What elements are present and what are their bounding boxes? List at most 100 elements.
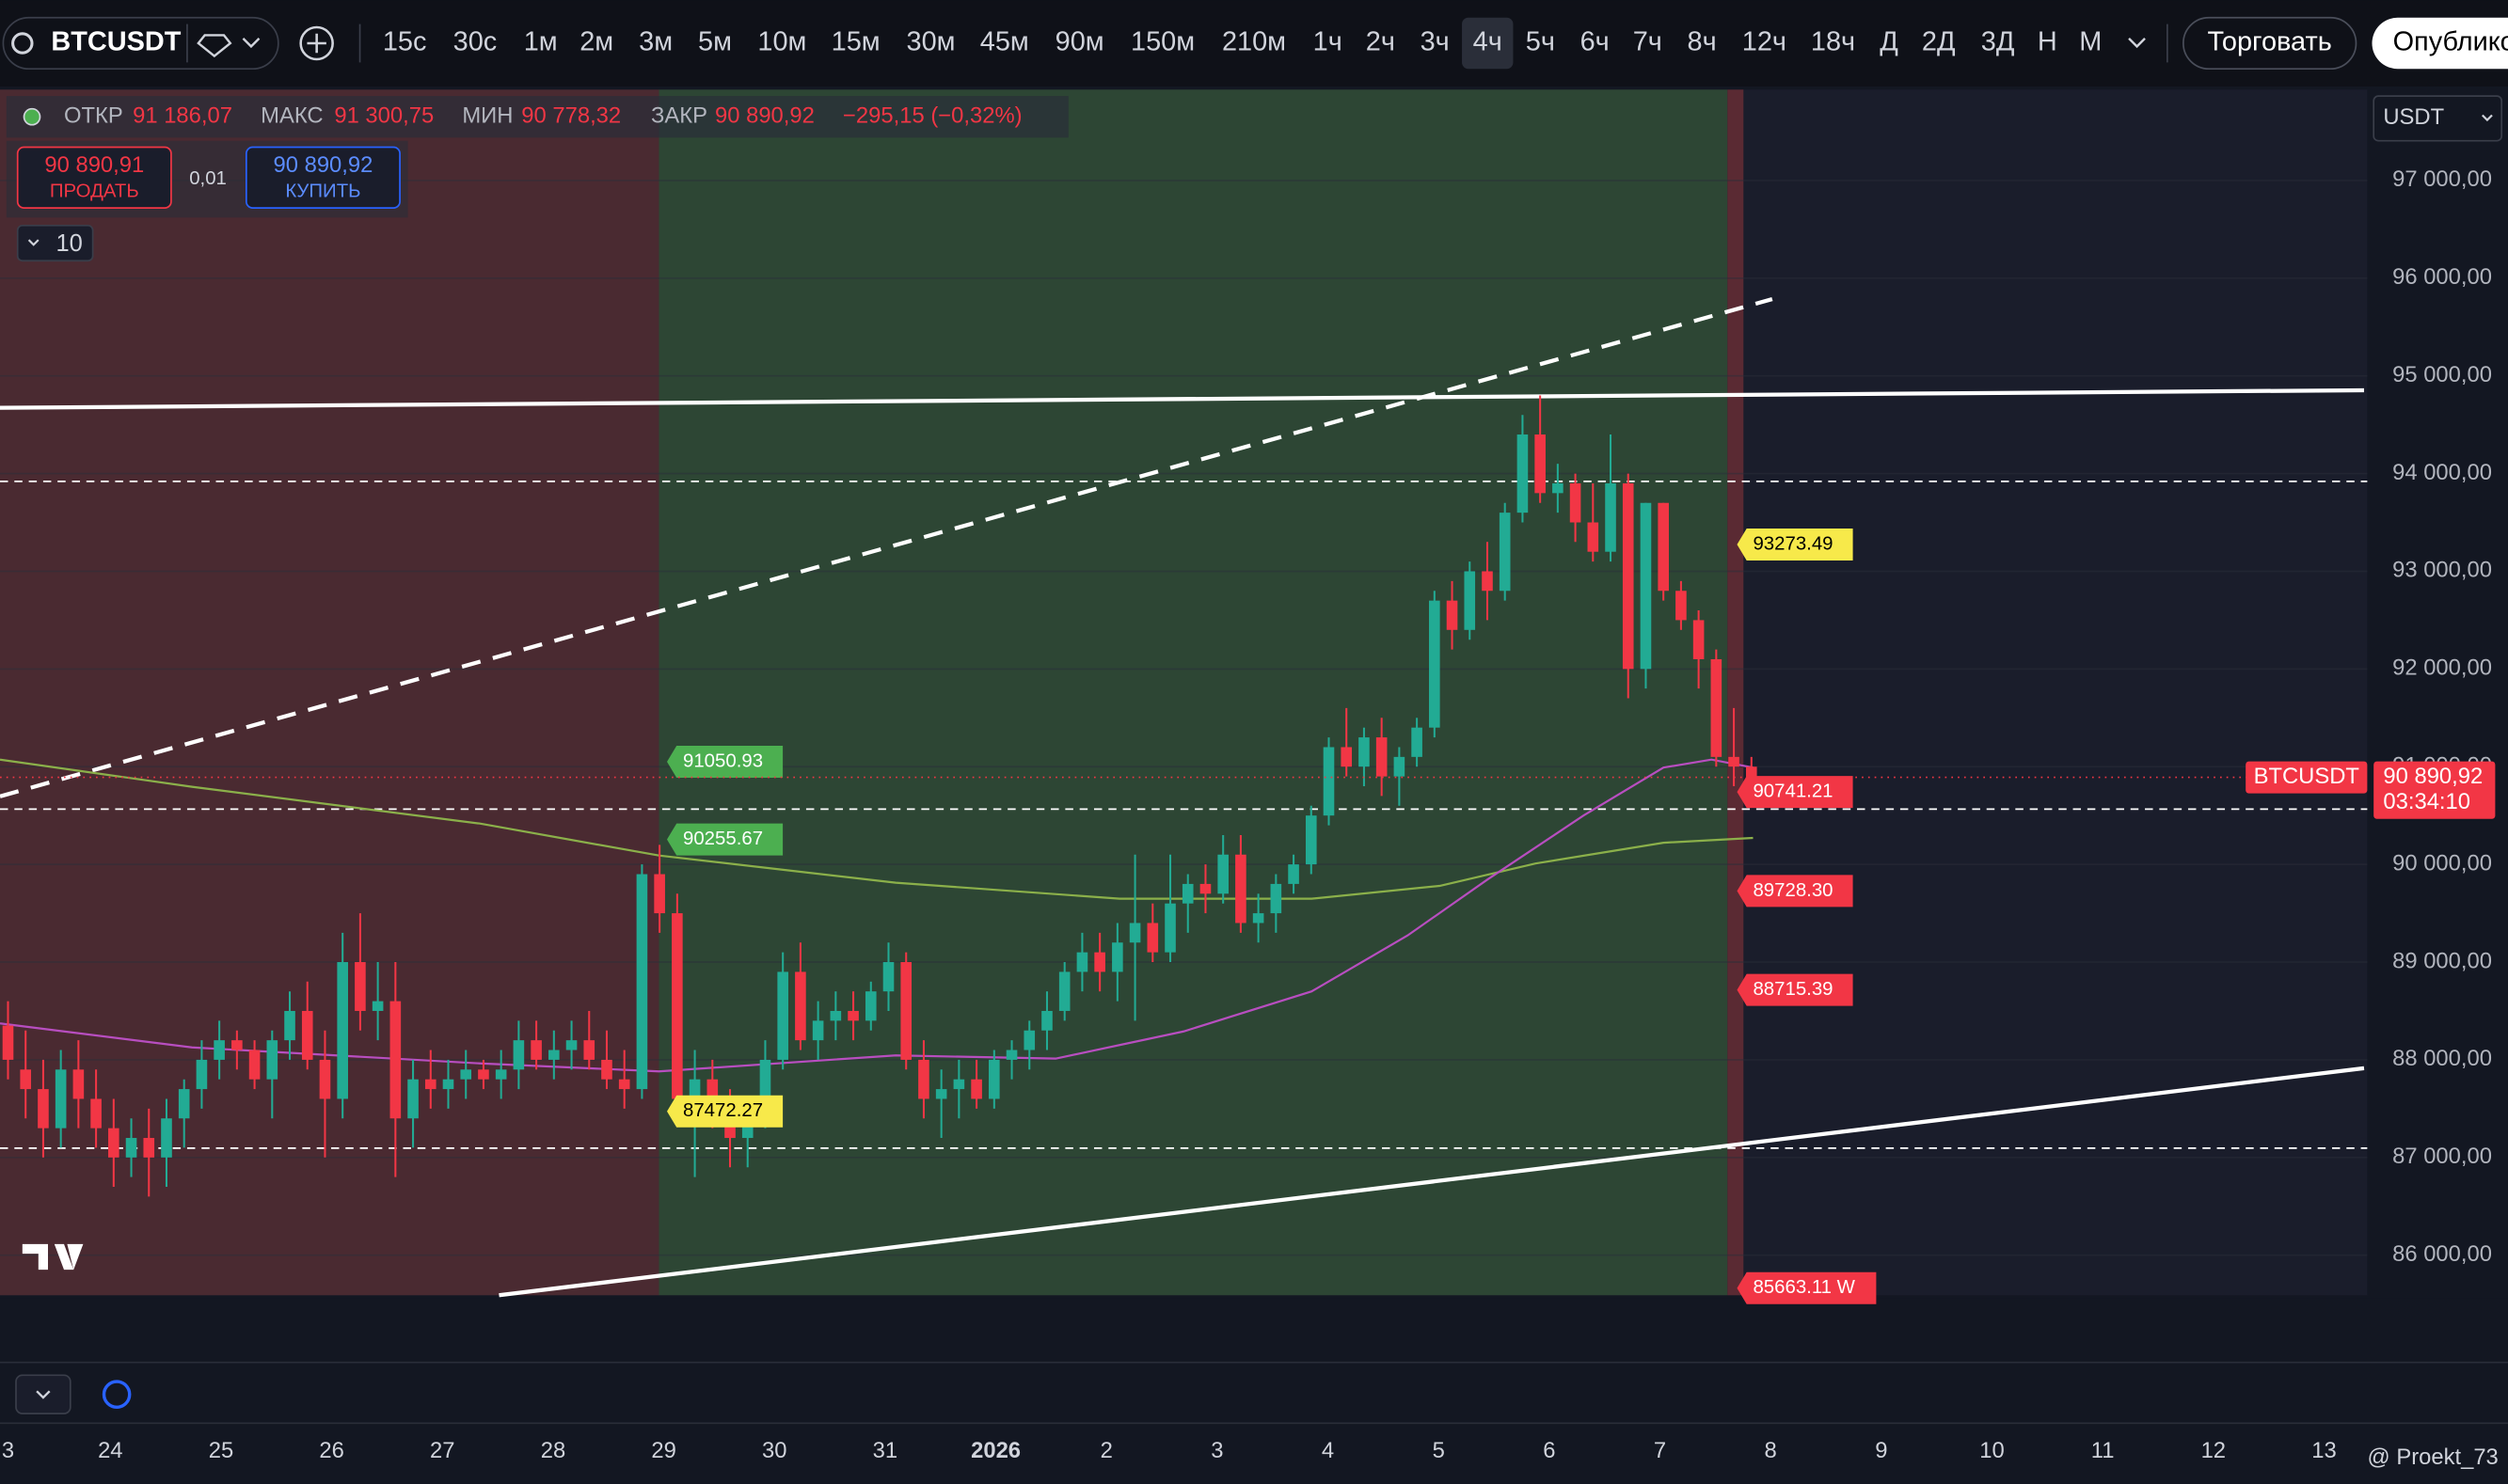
indicators-count[interactable]: 10 bbox=[56, 230, 83, 257]
candle-body bbox=[1288, 864, 1299, 884]
interval[interactable]: 210м bbox=[1222, 27, 1286, 57]
chevron bbox=[27, 239, 40, 246]
candle-body bbox=[1024, 1030, 1036, 1050]
interval[interactable]: 30м bbox=[907, 27, 956, 57]
candle-body bbox=[301, 1010, 313, 1060]
buy-price[interactable]: 90 890,92 bbox=[274, 152, 373, 178]
symbol[interactable]: BTCUSDT bbox=[51, 27, 181, 57]
candle-body bbox=[971, 1079, 982, 1099]
currency[interactable]: USDT bbox=[2383, 104, 2444, 130]
y-tick-label: 88 000,00 bbox=[2392, 1046, 2492, 1071]
interval[interactable]: 7ч bbox=[1633, 27, 1662, 57]
currency-select[interactable] bbox=[2373, 95, 2503, 142]
interval[interactable]: 8ч bbox=[1688, 27, 1717, 57]
buy-button[interactable] bbox=[245, 146, 401, 209]
add-button[interactable] bbox=[299, 25, 334, 61]
candle-body bbox=[1446, 600, 1458, 630]
replay-icon[interactable] bbox=[102, 1380, 132, 1410]
sell-label[interactable]: ПРОДАТЬ bbox=[50, 182, 139, 202]
candle-body bbox=[830, 1010, 842, 1021]
publish-button[interactable] bbox=[2372, 17, 2508, 70]
x-tick-label: 4 bbox=[1322, 1438, 1334, 1463]
legend-open: 91 186,07 bbox=[133, 103, 232, 128]
trade-button[interactable] bbox=[2182, 16, 2357, 71]
candle-body bbox=[55, 1069, 67, 1129]
interval[interactable]: М bbox=[2079, 27, 2102, 57]
candle-body bbox=[1252, 913, 1264, 924]
candle-body bbox=[1411, 727, 1422, 757]
candle-body bbox=[795, 971, 806, 1041]
interval[interactable]: 2Д bbox=[1922, 27, 1956, 57]
x-tick-label: 9 bbox=[1875, 1438, 1887, 1463]
x-tick-label: 5 bbox=[1433, 1438, 1445, 1463]
interval[interactable]: 2ч bbox=[1366, 27, 1395, 57]
x-tick-label: 2026 bbox=[971, 1438, 1021, 1463]
publish-button-label[interactable]: Опубликовать bbox=[2393, 27, 2508, 57]
x-tick-label: 10 bbox=[1979, 1438, 2004, 1463]
interval[interactable]: 3м bbox=[639, 27, 673, 57]
x-tick-label: 24 bbox=[98, 1438, 122, 1463]
candle-body bbox=[1112, 942, 1123, 972]
price-tag bbox=[667, 745, 784, 778]
candle-body bbox=[337, 962, 348, 1099]
chevron[interactable] bbox=[2128, 38, 2146, 49]
candle-body bbox=[565, 1040, 578, 1050]
legend-bar bbox=[6, 96, 1069, 138]
interval[interactable]: 18ч bbox=[1811, 27, 1855, 57]
candle-body bbox=[1199, 883, 1212, 894]
diamond-icon[interactable] bbox=[197, 34, 232, 58]
sell-button[interactable] bbox=[16, 146, 172, 209]
candle-body bbox=[1147, 923, 1159, 953]
legend-low: 90 778,32 bbox=[521, 103, 621, 128]
interval[interactable]: 5м bbox=[698, 27, 732, 57]
symbol-pill[interactable] bbox=[2, 16, 279, 71]
candle-body bbox=[1745, 766, 1757, 778]
interval[interactable]: 1м bbox=[524, 27, 558, 57]
candle-body bbox=[1129, 923, 1141, 943]
last-price-symbol: BTCUSDT bbox=[2254, 764, 2359, 789]
buy-label[interactable]: КУПИТЬ bbox=[285, 182, 360, 202]
interval[interactable]: 45м bbox=[980, 27, 1029, 57]
interval[interactable]: 1ч bbox=[1313, 27, 1342, 57]
candle-body bbox=[1305, 815, 1317, 865]
interval[interactable]: Н bbox=[2038, 27, 2057, 57]
interval[interactable]: 10м bbox=[757, 27, 806, 57]
candle-body bbox=[1235, 854, 1246, 924]
last-price-box bbox=[2373, 761, 2496, 819]
interval[interactable]: 4ч bbox=[1473, 27, 1502, 57]
interval[interactable]: 150м bbox=[1131, 27, 1195, 57]
legend-change: −295,15 (−0,32%) bbox=[843, 103, 1023, 128]
spread: 0,01 bbox=[189, 168, 227, 189]
logo bbox=[22, 1243, 84, 1271]
candle-body bbox=[495, 1069, 507, 1080]
sell-price[interactable]: 90 890,91 bbox=[44, 152, 144, 178]
candle-body bbox=[125, 1138, 137, 1158]
candle-body bbox=[1341, 747, 1353, 767]
candle-body bbox=[1323, 747, 1335, 816]
interval[interactable]: 3Д bbox=[1981, 27, 2015, 57]
interval[interactable]: 3ч bbox=[1421, 27, 1450, 57]
y-tick-label: 95 000,00 bbox=[2392, 362, 2492, 387]
candle-body bbox=[1429, 600, 1440, 728]
interval[interactable]: 2м bbox=[579, 27, 613, 57]
candle-body bbox=[143, 1138, 155, 1158]
trade-button-label[interactable]: Торговать bbox=[2208, 27, 2332, 57]
countdown: 03:34:10 bbox=[2383, 789, 2470, 814]
candle-body bbox=[248, 1050, 261, 1080]
moving-average bbox=[0, 758, 1754, 1073]
interval[interactable]: 90м bbox=[1056, 27, 1104, 57]
interval[interactable]: 6ч bbox=[1580, 27, 1610, 57]
candle-body bbox=[618, 1079, 630, 1090]
indicators-toggle[interactable] bbox=[16, 224, 94, 262]
interval[interactable]: 15с bbox=[383, 27, 427, 57]
candle-body bbox=[741, 1118, 754, 1139]
interval[interactable]: Д bbox=[1880, 27, 1898, 57]
interval[interactable]: 15м bbox=[832, 27, 881, 57]
price-tag bbox=[1737, 529, 1853, 561]
interval[interactable]: 12ч bbox=[1742, 27, 1786, 57]
panel-toggle[interactable] bbox=[15, 1374, 71, 1414]
interval[interactable]: 5ч bbox=[1526, 27, 1555, 57]
candle-body bbox=[460, 1069, 472, 1080]
interval[interactable]: 30с bbox=[453, 27, 498, 57]
